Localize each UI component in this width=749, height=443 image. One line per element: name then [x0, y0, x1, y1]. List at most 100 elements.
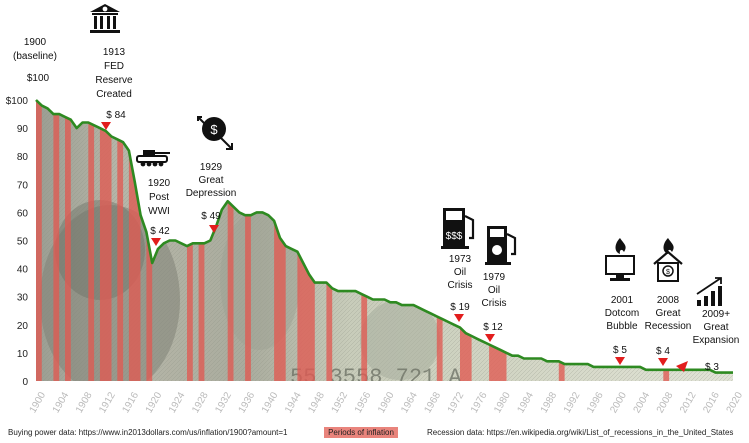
svg-text:$: $ — [210, 122, 218, 137]
x-tick-label: 1932 — [213, 390, 234, 415]
x-axis: 1900 1904 1908 1912 1916 1920 1924 1928 1932 1936… — [28, 390, 746, 415]
y-tick-label: 20 — [17, 321, 29, 332]
y-tick-label: 70 — [17, 180, 29, 191]
inflation-period-bar — [187, 100, 193, 381]
y-tick-label: 90 — [17, 124, 29, 135]
inflation-period-bar — [245, 100, 251, 381]
inflation-period-bar — [361, 100, 368, 381]
x-tick-label: 1972 — [446, 390, 467, 415]
annotation-text: $ 19 — [450, 302, 470, 313]
x-tick-label: 1996 — [585, 390, 606, 415]
annotation-text: $ 4 — [656, 346, 670, 357]
annotation-text: 1979 — [483, 272, 506, 283]
svg-text:$: $ — [666, 269, 670, 276]
tank-icon — [136, 150, 170, 167]
x-tick-label: 1912 — [97, 390, 118, 415]
down-arrow-icon — [658, 358, 668, 366]
annotation-text: Crisis — [448, 280, 473, 291]
annotation-text: 1900 — [24, 37, 47, 48]
gas-pump-icon: $$$ — [441, 208, 475, 249]
inflation-period-bar — [36, 100, 42, 381]
buying-power-line — [35, 99, 733, 374]
x-tick-label: 2020 — [725, 390, 746, 415]
annotation-text: Created — [96, 89, 132, 100]
inflation-period-bar — [65, 100, 71, 381]
bill-serial-text: 55 3558 721 A — [290, 365, 462, 390]
annotation-text: $ 3 — [705, 362, 719, 373]
x-tick-label: 1956 — [353, 390, 374, 415]
annotation-text: Great — [198, 175, 223, 186]
inflation-period-bar — [558, 100, 565, 381]
inflation-period-bar — [274, 100, 286, 381]
buying-power-source: Buying power data: https://www.in2013dol… — [8, 428, 288, 437]
y-tick-label: 60 — [17, 208, 29, 219]
bank-icon — [90, 4, 120, 33]
annotation-text: Great — [703, 322, 728, 333]
y-tick-label: 0 — [22, 377, 28, 388]
x-tick-label: 2008 — [655, 390, 676, 415]
x-tick-label: 2016 — [701, 390, 722, 415]
y-tick-label: 30 — [17, 293, 29, 304]
inflation-period-bar — [99, 100, 112, 381]
annotation-text: Expansion — [693, 335, 740, 346]
y-tick-label: $100 — [6, 96, 29, 107]
annotation-text: Reserve — [95, 75, 133, 86]
recession-source: Recession data: https://en.wikipedia.org… — [427, 428, 734, 437]
annotation-text: $ 12 — [483, 322, 503, 333]
annotation-text: 1973 — [449, 254, 472, 265]
down-arrow-icon — [101, 122, 111, 130]
svg-text:$$$: $$$ — [446, 231, 463, 242]
y-tick-label: 80 — [17, 152, 29, 163]
annotation-text: Recession — [645, 321, 692, 332]
x-tick-label: 1920 — [144, 390, 165, 415]
y-tick-label: 40 — [17, 265, 29, 276]
inflation-period-bar — [663, 100, 670, 381]
annotation-text: Crisis — [482, 298, 507, 309]
annotation-text: Oil — [454, 267, 466, 278]
x-tick-label: 1928 — [190, 390, 211, 415]
diagonal-arrow-icon — [676, 361, 688, 372]
y-axis: 0 10 20 30 40 50 60 70 80 90 $100 — [6, 96, 29, 388]
annotation-text: Oil — [488, 285, 500, 296]
x-tick-label: 1992 — [562, 390, 583, 415]
x-tick-label: 1980 — [492, 390, 513, 415]
annotation-text: Depression — [186, 188, 237, 199]
inflation-period-bar — [53, 100, 60, 381]
annotation-text: Great — [655, 308, 680, 319]
annotation-text: $ 84 — [106, 110, 126, 121]
down-arrow-icon — [485, 334, 495, 342]
y-tick-label: 50 — [17, 237, 29, 248]
x-tick-label: 2004 — [632, 390, 653, 415]
house-on-fire-icon: $ — [653, 238, 683, 282]
x-tick-label: 2000 — [608, 390, 629, 415]
inflation-period-bar — [297, 100, 315, 381]
inflation-period-bar — [128, 100, 141, 381]
inflation-period-bar — [227, 100, 234, 381]
inflation-period-bar — [88, 100, 95, 381]
x-tick-label: 2012 — [678, 390, 699, 415]
x-tick-label: 1908 — [74, 390, 95, 415]
gas-pump-icon — [485, 226, 517, 265]
falling-dollar-icon: $ — [197, 116, 233, 150]
x-tick-label: 1944 — [283, 390, 304, 415]
computer-on-fire-icon — [605, 238, 635, 281]
x-tick-label: 1988 — [539, 390, 560, 415]
x-tick-label: 1952 — [330, 390, 351, 415]
inflation-period-bar — [326, 100, 333, 381]
red-arrows — [101, 122, 688, 372]
x-tick-label: 1976 — [469, 390, 490, 415]
annotation-text: WWI — [148, 206, 170, 217]
x-tick-label: 1948 — [306, 390, 327, 415]
inflation-legend: Periods of inflation — [324, 427, 398, 438]
inflation-period-bar — [436, 100, 443, 381]
annotation-text: 2008 — [657, 295, 680, 306]
inflation-period-bar — [117, 100, 124, 381]
bill-emblem-shape — [360, 300, 440, 380]
annotation-text: 1929 — [200, 162, 223, 173]
rising-bar-chart-icon — [696, 277, 722, 306]
annotation-text: $ 49 — [201, 211, 221, 222]
x-tick-label: 1904 — [51, 390, 72, 415]
down-arrow-icon — [454, 314, 464, 322]
annotations: 1900 (baseline) $100 1913 FED Reserve Created $… — [13, 37, 739, 373]
